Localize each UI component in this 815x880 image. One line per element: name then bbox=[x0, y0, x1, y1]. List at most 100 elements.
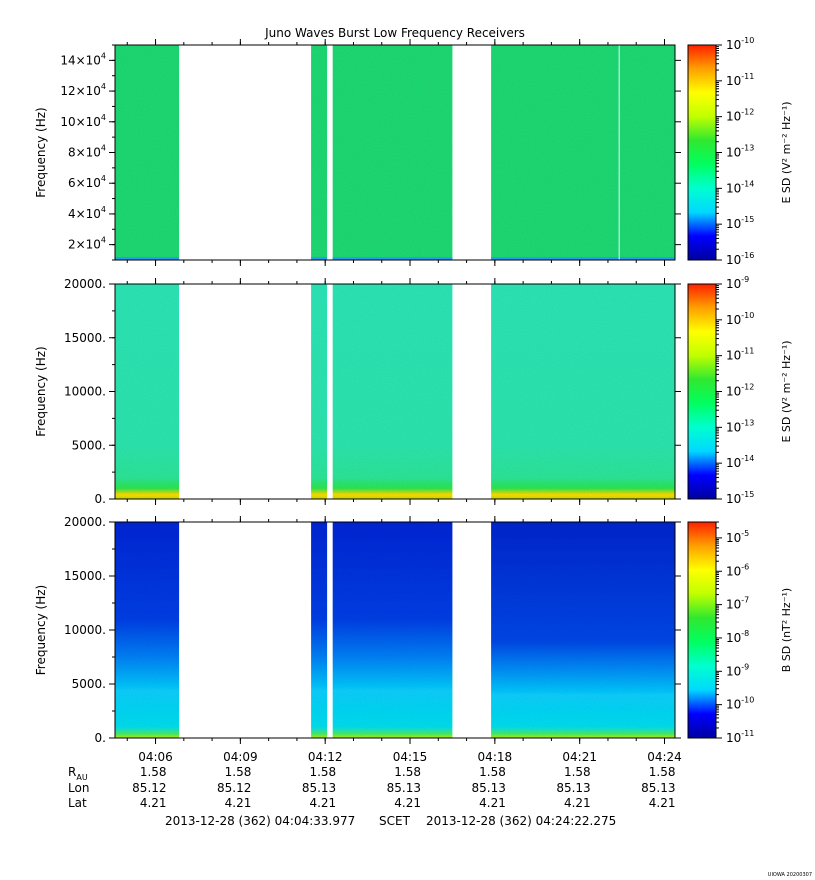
colorbar-2-label: E SD (V² m⁻² Hz⁻¹) bbox=[780, 340, 793, 442]
y-tick-label: 20000. bbox=[64, 515, 106, 529]
colorbar-tick-label: 10-15 bbox=[726, 490, 754, 506]
panel-1-data-block bbox=[332, 45, 453, 260]
colorbar-tick-label: 10-14 bbox=[726, 454, 754, 470]
colorbar-tick-label: 10-10 bbox=[726, 311, 754, 327]
colorbar-tick-label: 10-13 bbox=[726, 418, 754, 434]
y-tick-label: 12×104 bbox=[60, 82, 106, 98]
colorbar-tick-label: 10-13 bbox=[726, 144, 754, 160]
ephemeris-lon-value: 85.12 bbox=[217, 781, 251, 795]
panel-1-ylabel: Frequency (Hz) bbox=[34, 107, 48, 198]
colorbar-2: 10-15 10-14 10-13 10-12 10-11 10-10 10-9 E SD (… bbox=[687, 275, 793, 506]
panel-2-data-block bbox=[115, 284, 180, 499]
ephemeris-values: 1.58 1.58 1.58 1.58 1.58 1.58 1.58 85.12 85.12 85… bbox=[132, 765, 675, 810]
y-tick-label: 5000. bbox=[72, 438, 106, 452]
x-tick-label: 04:21 bbox=[562, 750, 597, 764]
panel-3-data-block bbox=[332, 522, 453, 738]
panel-1-bottom-band bbox=[491, 257, 675, 260]
lat-label: Lat bbox=[68, 796, 87, 810]
footer-frame: SCET bbox=[379, 814, 411, 828]
ephemeris-rau-value: 1.58 bbox=[479, 765, 506, 779]
footer-end-time: 2013-12-28 (362) 04:24:22.275 bbox=[426, 814, 616, 828]
colorbar-tick-label: 10-7 bbox=[726, 596, 749, 612]
panel-2-data-block bbox=[332, 284, 453, 499]
y-tick-label: 4×104 bbox=[68, 205, 106, 221]
y-tick-label: 10×104 bbox=[60, 113, 106, 129]
colorbar-tick-label: 10-11 bbox=[726, 347, 754, 363]
panel-1-data-block bbox=[115, 45, 180, 260]
ephemeris-rau-value: 1.58 bbox=[225, 765, 252, 779]
ephemeris-lon-value: 85.13 bbox=[302, 781, 336, 795]
colorbar-1: 10-16 10-15 10-14 10-13 10-12 10-11 10-10 E SD … bbox=[687, 36, 793, 267]
colorbar-2-bar bbox=[687, 283, 717, 500]
colorbar-3-bar bbox=[687, 521, 717, 739]
panel-2-ylabel: Frequency (Hz) bbox=[34, 346, 48, 437]
colorbar-1-label: E SD (V² m⁻² Hz⁻¹) bbox=[780, 101, 793, 203]
ephemeris-lon-value: 85.12 bbox=[132, 781, 166, 795]
corner-tag: UIOWA 20200307 bbox=[768, 872, 812, 878]
colorbar-tick-label: 10-6 bbox=[726, 562, 749, 578]
ephemeris-lat-value: 4.21 bbox=[479, 796, 506, 810]
y-tick-label: 20000. bbox=[64, 277, 106, 291]
panel-2: 0. 5000. 10000. 15000. 20000. Frequency (Hz) bbox=[34, 277, 681, 506]
figure-title: Juno Waves Burst Low Frequency Receivers bbox=[264, 26, 525, 40]
ephemeris-rau-value: 1.58 bbox=[309, 765, 336, 779]
ephemeris-lat-value: 4.21 bbox=[649, 796, 676, 810]
ephemeris-lat-value: 4.21 bbox=[394, 796, 421, 810]
ephemeris-labels: RAU Lon Lat bbox=[68, 765, 89, 810]
colorbar-tick-label: 10-8 bbox=[726, 629, 749, 645]
ephemeris-lon-value: 85.13 bbox=[471, 781, 505, 795]
x-tick-label: 04:24 bbox=[647, 750, 682, 764]
y-tick-label: 8×104 bbox=[68, 144, 106, 160]
lon-label: Lon bbox=[68, 781, 89, 795]
ephemeris-lon-value: 85.13 bbox=[387, 781, 421, 795]
y-tick-label: 0. bbox=[95, 731, 106, 745]
colorbar-3: 10-11 10-10 10-9 10-8 10-7 10-6 10-5 B SD (nT² … bbox=[687, 521, 793, 745]
x-tick-label: 04:15 bbox=[393, 750, 428, 764]
ephemeris-lat-value: 4.21 bbox=[225, 796, 252, 810]
colorbar-tick-label: 10-12 bbox=[726, 383, 754, 399]
y-tick-label: 10000. bbox=[64, 385, 106, 399]
colorbar-tick-label: 10-16 bbox=[726, 251, 754, 267]
panels: 2×104 4×104 6×104 8×104 10×104 12×104 14×104 Fr… bbox=[34, 39, 681, 745]
panel-1: 2×104 4×104 6×104 8×104 10×104 12×104 14×104 Fr… bbox=[34, 39, 681, 266]
ephemeris-lat-value: 4.21 bbox=[564, 796, 591, 810]
ephemeris-lat-value: 4.21 bbox=[140, 796, 167, 810]
colorbar-tick-label: 10-15 bbox=[726, 215, 754, 231]
ephemeris-rau-value: 1.58 bbox=[140, 765, 167, 779]
panel-3-ylabel: Frequency (Hz) bbox=[34, 585, 48, 676]
y-tick-label: 5000. bbox=[72, 677, 106, 691]
colorbar-tick-label: 10-11 bbox=[726, 72, 754, 88]
colorbar-tick-label: 10-12 bbox=[726, 108, 754, 124]
colorbars: 10-16 10-15 10-14 10-13 10-12 10-11 10-10 E SD … bbox=[687, 36, 793, 745]
x-tick-label: 04:12 bbox=[308, 750, 343, 764]
y-tick-label: 10000. bbox=[64, 623, 106, 637]
panel-2-data-block bbox=[491, 284, 675, 499]
colorbar-1-bar bbox=[687, 44, 717, 261]
y-tick-label: 15000. bbox=[64, 331, 106, 345]
ephemeris-lon-value: 85.13 bbox=[556, 781, 590, 795]
colorbar-tick-label: 10-9 bbox=[726, 662, 749, 678]
colorbar-tick-label: 10-9 bbox=[726, 275, 749, 291]
panel-1-data-block bbox=[311, 45, 328, 260]
x-tick-label: 04:06 bbox=[138, 750, 173, 764]
ephemeris-lat-value: 4.21 bbox=[309, 796, 336, 810]
panel-3-data-block bbox=[491, 522, 675, 738]
colorbar-tick-label: 10-10 bbox=[726, 36, 754, 52]
x-tick-label: 04:18 bbox=[478, 750, 513, 764]
y-tick-label: 0. bbox=[95, 492, 106, 506]
panel-3: 0. 5000. 10000. 15000. 20000. Frequency (Hz) bbox=[34, 515, 681, 745]
x-tick-label: 04:09 bbox=[223, 750, 258, 764]
colorbar-3-label: B SD (nT² Hz⁻¹) bbox=[780, 588, 793, 672]
time-axis: 04:06 04:09 04:12 04:15 04:18 04:21 04:24 bbox=[138, 750, 682, 764]
panel-3-data-block bbox=[115, 522, 180, 738]
ephemeris-rau-value: 1.58 bbox=[394, 765, 421, 779]
panel-3-data-block bbox=[311, 522, 328, 738]
footer-start-time: 2013-12-28 (362) 04:04:33.977 bbox=[165, 814, 355, 828]
panel-2-data-block bbox=[311, 284, 328, 499]
panel-1-bottom-band bbox=[311, 257, 328, 260]
colorbar-tick-label: 10-10 bbox=[726, 696, 754, 712]
panel-1-bottom-band bbox=[332, 257, 453, 260]
colorbar-tick-label: 10-14 bbox=[726, 179, 754, 195]
y-tick-label: 14×104 bbox=[60, 51, 106, 67]
